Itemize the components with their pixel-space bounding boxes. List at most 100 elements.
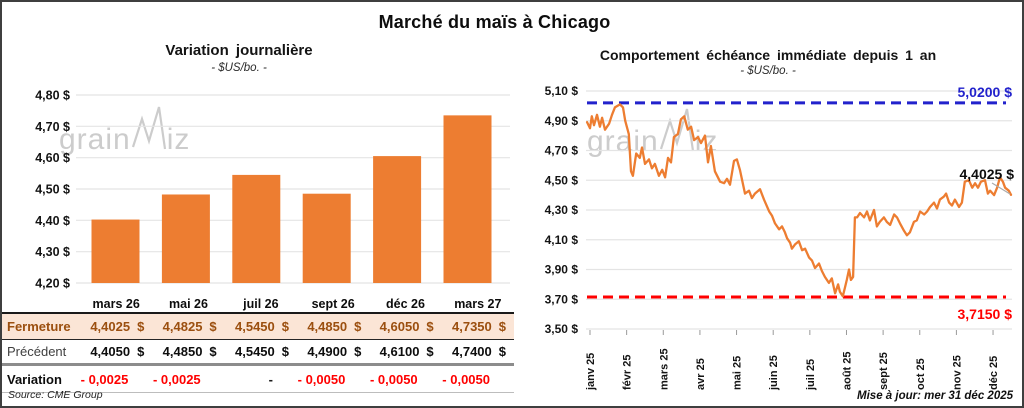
line-y-tick-label: 4,30 $ xyxy=(545,203,579,217)
cell-value: 4,4850 xyxy=(307,319,348,334)
bar-y-tick-label: 4,40 $ xyxy=(35,214,70,228)
line-y-tick-label: 4,70 $ xyxy=(545,144,579,158)
bar-y-tick-label: 4,70 $ xyxy=(35,120,70,134)
dollar-sign: $ xyxy=(426,319,434,334)
x-tick-label-mai-25: mai 25 xyxy=(732,356,744,390)
x-tick-label-août-25: août 25 xyxy=(841,351,853,390)
futures-quotes-table: mars 26 mai 26 juil 26 sept 26 déc 26 mars 27… xyxy=(2,295,514,393)
cell-precedent: 4,6100 $ xyxy=(369,344,441,359)
reference-line-label: 3,7150 $ xyxy=(958,306,1013,322)
dollar-sign: $ xyxy=(498,344,506,359)
cell-fermeture: 4,6050 $ xyxy=(369,319,441,334)
cell-fermeture: 4,5450 $ xyxy=(225,319,297,334)
line-chart-subtitle: - $US/bo. - xyxy=(740,65,796,77)
dollar-sign: $ xyxy=(209,319,217,334)
dollar-sign: $ xyxy=(426,344,434,359)
front-month-line-chart: 3,50 $ 3,70 $ 3,90 $ 4,10 $ 4,30 $ 4,50 $ 4,70… xyxy=(545,84,1015,391)
x-tick-label-sept-25: sept 25 xyxy=(878,352,890,390)
x-tick-label-déc-25: déc 25 xyxy=(988,356,1000,390)
watermark-text-right: iz xyxy=(166,123,191,156)
month-header-mars-26: mars 26 xyxy=(92,296,140,311)
dollar-sign: $ xyxy=(498,319,506,334)
cell-value: - 0,0025 xyxy=(80,371,129,387)
cell-value: - 0,0025 xyxy=(152,371,201,387)
line-y-tick-label: 5,10 $ xyxy=(545,84,579,98)
bar-mai 26 xyxy=(161,194,210,283)
cell-value: 4,4850 xyxy=(162,344,203,359)
end-value-label: 4,4025 $ xyxy=(960,166,1015,182)
cell-value: - 0,0050 xyxy=(369,371,418,387)
bar-y-tick-label: 4,50 $ xyxy=(35,183,70,197)
cell-fermeture: 4,4825 $ xyxy=(152,319,224,334)
cell-variation: - xyxy=(225,372,297,387)
cell-value: 4,6100 xyxy=(379,344,420,359)
row-label-fermeture: Fermeture xyxy=(7,319,71,334)
cell-value: - 0,0050 xyxy=(297,371,346,387)
cell-value: 4,4900 xyxy=(307,344,348,359)
month-header-mars-27: mars 27 xyxy=(454,296,502,311)
table-row-precedent: Précédent 4,4050 $4,4850 $4,5450 $4,4900 $4,6… xyxy=(2,340,514,366)
bar-juil 26 xyxy=(232,174,281,283)
dollar-sign: $ xyxy=(209,344,217,359)
cell-fermeture: 4,4025 $ xyxy=(80,319,152,334)
cell-fermeture: 4,4850 $ xyxy=(297,319,369,334)
update-note: Mise à jour: mer 31 déc 2025 xyxy=(857,390,1013,402)
month-header-mai-26: mai 26 xyxy=(169,296,208,311)
line-chart-title: Comportement échéance immédiate depuis 1… xyxy=(599,47,937,63)
table-month-header-row: mars 26 mai 26 juil 26 sept 26 déc 26 mars 27 xyxy=(2,295,514,314)
month-header-sept-26: sept 26 xyxy=(311,296,355,311)
cell-precedent: 4,4850 $ xyxy=(152,344,224,359)
price-series-line xyxy=(585,103,1013,298)
bar-mars 27 xyxy=(443,115,492,283)
cell-value: - 0,0050 xyxy=(442,371,490,387)
line-y-tick-label: 4,10 $ xyxy=(545,233,579,247)
source-note: Source: CME Group xyxy=(8,389,103,401)
cell-variation: - 0,0050 xyxy=(297,372,369,387)
cell-variation: - 0,0050 xyxy=(442,372,514,387)
grainwiz-watermark: grain iz xyxy=(59,105,190,155)
page-title: Marché du maïs à Chicago xyxy=(378,12,611,32)
dollar-sign: $ xyxy=(137,344,145,359)
x-tick-label-janv-25: janv 25 xyxy=(585,353,597,391)
cell-value: 4,7400 xyxy=(452,344,492,359)
daily-variation-bar-chart: 4,20 $ 4,30 $ 4,40 $ 4,50 $ 4,60 $ 4,70 $ 4,80… xyxy=(35,89,510,291)
bar-y-tick-label: 4,60 $ xyxy=(35,151,70,165)
cell-variation: - 0,0025 xyxy=(80,372,152,387)
line-y-tick-label: 4,50 $ xyxy=(545,173,579,187)
bar-y-tick-label: 4,20 $ xyxy=(35,277,70,291)
dollar-sign: $ xyxy=(281,344,289,359)
cell-value: 4,4050 xyxy=(90,344,131,359)
x-tick-label-juil-25: juil 25 xyxy=(805,359,817,391)
cell-precedent: 4,4900 $ xyxy=(297,344,369,359)
dollar-sign: $ xyxy=(281,319,289,334)
cell-value: - xyxy=(268,371,273,387)
table-row-variation: Variation - 0,0025 - 0,0025 - - 0,0050 - 0,00… xyxy=(2,366,514,393)
month-header-juil-26: juil 26 xyxy=(243,296,279,311)
x-tick-label-févr-25: févr 25 xyxy=(622,355,634,390)
cell-value: 4,4025 xyxy=(90,319,131,334)
end-label-leader-line xyxy=(991,182,1011,195)
watermark-zigzag-icon xyxy=(131,106,166,150)
row-label-precedent: Précédent xyxy=(7,344,67,359)
dollar-sign: $ xyxy=(354,344,362,359)
dollar-sign: $ xyxy=(354,319,362,334)
watermark-text-left: grain xyxy=(587,125,659,158)
bar-sept 26 xyxy=(302,193,351,283)
x-tick-label-oct-25: oct 25 xyxy=(915,358,927,390)
bar-déc 26 xyxy=(373,156,422,283)
bar-y-tick-label: 4,80 $ xyxy=(35,89,70,103)
bar-chart-title: Variation journalière xyxy=(165,42,313,59)
x-tick-label-mars-25: mars 25 xyxy=(658,348,670,390)
row-label-variation: Variation xyxy=(7,371,62,387)
x-tick-label-avr-25: avr 25 xyxy=(695,358,707,390)
bar-mars 26 xyxy=(91,219,140,283)
bar-y-tick-label: 4,30 $ xyxy=(35,245,70,259)
line-y-tick-label: 3,90 $ xyxy=(545,263,579,277)
bar-chart-subtitle: - $US/bo. - xyxy=(211,62,267,74)
cell-variation: - 0,0025 xyxy=(152,372,224,387)
cell-value: 4,6050 xyxy=(379,319,420,334)
cell-variation: - 0,0050 xyxy=(369,372,441,387)
cell-precedent: 4,4050 $ xyxy=(80,344,152,359)
watermark-zigzag-icon xyxy=(659,108,694,152)
